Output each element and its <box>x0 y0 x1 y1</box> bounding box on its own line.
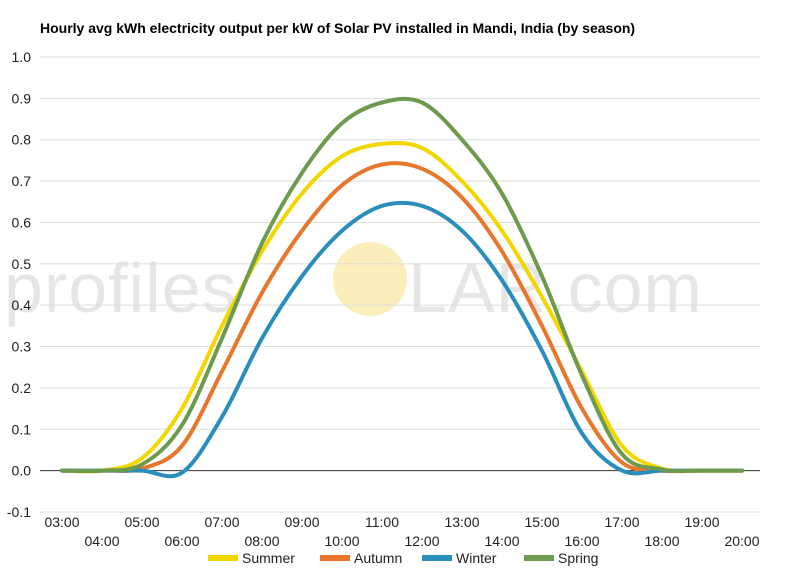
x-tick-label: 05:00 <box>124 514 159 530</box>
series-line-autumn <box>60 161 744 474</box>
x-tick-label: 10:00 <box>324 533 359 549</box>
gridlines <box>40 56 760 513</box>
series-line-spring <box>60 96 744 474</box>
y-tick-label: 0.4 <box>12 297 32 313</box>
x-tick-label: 08:00 <box>244 533 279 549</box>
x-axis-ticks: 03:00 04:00 05:00 06:00 07:00 08:00 09:00 10:00… <box>44 514 759 549</box>
y-tick-label: 0.8 <box>12 132 32 148</box>
chart-title: Hourly avg kWh electricity output per kW… <box>40 20 635 36</box>
legend-label-spring: Spring <box>558 550 598 566</box>
x-tick-label: 12:00 <box>404 533 439 549</box>
x-tick-label: 07:00 <box>204 514 239 530</box>
x-tick-label: 13:00 <box>444 514 479 530</box>
x-tick-label: 04:00 <box>84 533 119 549</box>
y-tick-label: 0.7 <box>12 173 32 189</box>
x-tick-label: 06:00 <box>164 533 199 549</box>
y-tick-label: 0.3 <box>12 339 32 355</box>
legend: Summer Autumn Winter Spring <box>208 550 598 566</box>
series-lines <box>60 96 744 479</box>
y-tick-label: 0.5 <box>12 256 32 272</box>
x-tick-label: 03:00 <box>44 514 79 530</box>
x-tick-label: 18:00 <box>644 533 679 549</box>
x-tick-label: 09:00 <box>284 514 319 530</box>
y-tick-label: -0.1 <box>7 504 31 520</box>
y-tick-label: 1.0 <box>12 49 32 65</box>
x-tick-label: 17:00 <box>604 514 639 530</box>
y-axis-ticks: -0.1 0.0 0.1 0.2 0.3 0.4 0.5 0.6 0.7 0.8 0.9 1.0 <box>7 49 31 520</box>
legend-label-autumn: Autumn <box>354 550 402 566</box>
watermark-left: profiles <box>4 249 238 327</box>
watermark: profiles LAR.com <box>4 242 703 327</box>
y-tick-label: 0.1 <box>12 421 32 437</box>
legend-swatch-autumn <box>320 555 350 561</box>
watermark-right: LAR.com <box>408 249 703 327</box>
y-tick-label: 0.0 <box>12 463 32 479</box>
y-tick-label: 0.9 <box>12 90 32 106</box>
y-tick-label: 0.2 <box>12 380 32 396</box>
legend-label-winter: Winter <box>456 550 497 566</box>
legend-swatch-spring <box>524 555 554 561</box>
x-tick-label: 19:00 <box>684 514 719 530</box>
legend-label-summer: Summer <box>242 550 295 566</box>
x-tick-label: 11:00 <box>365 514 399 530</box>
watermark-sun-icon <box>333 242 407 316</box>
x-tick-label: 14:00 <box>484 533 519 549</box>
x-tick-label: 15:00 <box>524 514 559 530</box>
legend-swatch-summer <box>208 555 238 561</box>
series-line-summer <box>60 140 744 474</box>
x-tick-label: 16:00 <box>564 533 599 549</box>
x-tick-label: 20:00 <box>724 533 759 549</box>
y-tick-label: 0.6 <box>12 214 32 230</box>
legend-swatch-winter <box>422 555 452 561</box>
series-line-winter <box>60 200 744 479</box>
